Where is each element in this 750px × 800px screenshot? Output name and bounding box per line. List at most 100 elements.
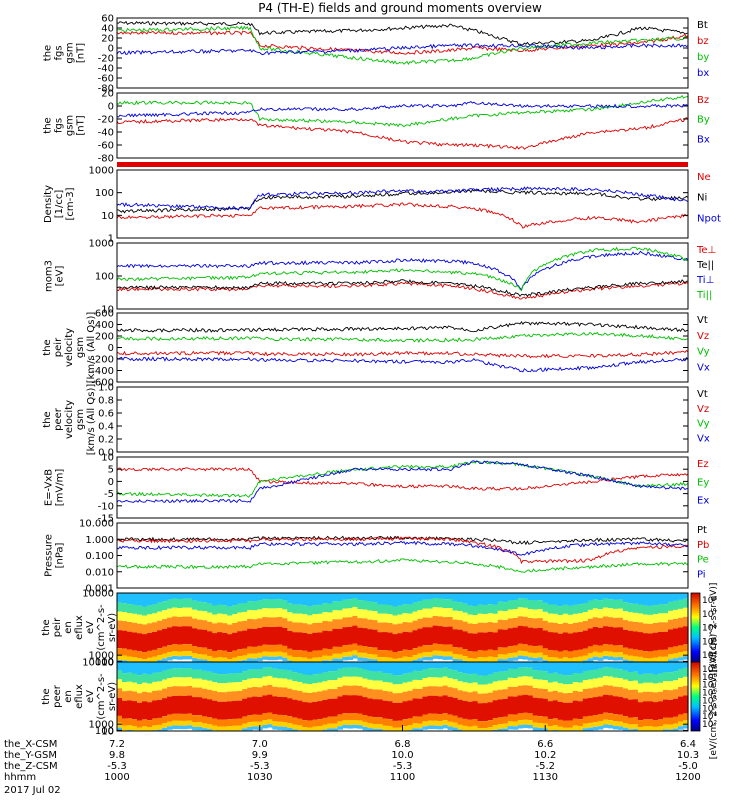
heatmap-cell [597, 696, 604, 715]
heatmap-cell [567, 651, 574, 659]
heatmap-cell [482, 684, 489, 694]
heatmap-cell [207, 631, 213, 650]
heatmap-cell [207, 621, 213, 632]
heatmap-cell [357, 695, 363, 714]
heatmap-cell [327, 723, 333, 729]
heatmap-cell [352, 593, 358, 598]
heatmap-cell [252, 678, 258, 687]
heatmap-cell [497, 593, 504, 602]
heatmap-cell [197, 687, 203, 698]
heatmap-cell [532, 662, 539, 671]
heatmap-cell [417, 680, 424, 690]
heatmap-cell [447, 662, 454, 670]
heatmap-cell [572, 604, 579, 614]
heatmap-cell [663, 649, 669, 657]
heatmap-cell [347, 685, 353, 696]
heatmap-cell [547, 622, 554, 633]
heatmap-cell [317, 604, 323, 614]
heatmap-cell [577, 593, 584, 605]
heatmap-cell [197, 662, 203, 670]
heatmap-cell [647, 719, 654, 727]
heatmap-cell [587, 698, 594, 716]
heatmap-cell [602, 719, 609, 725]
heatmap-cell [422, 678, 429, 687]
heatmap-cell [357, 657, 363, 661]
heatmap-cell [167, 721, 173, 727]
heatmap-cell [632, 603, 639, 613]
heatmap-cell [447, 651, 454, 657]
heatmap-cell [437, 725, 444, 730]
y-axis-label: eflux [74, 615, 85, 640]
heatmap-cell [542, 680, 549, 690]
heatmap-cell [332, 619, 338, 629]
heatmap-cell [397, 702, 404, 721]
heatmap-cell [452, 688, 459, 698]
heatmap-cell [617, 645, 624, 653]
heatmap-cell [582, 648, 589, 656]
legend-entry: Vt [697, 389, 708, 400]
heatmap-cell [402, 662, 409, 674]
y-axis-label: Pressure [44, 534, 55, 577]
heatmap-cell [642, 651, 649, 659]
heatmap-cell [668, 647, 674, 655]
heatmap-cell [222, 692, 228, 702]
heatmap-cell [262, 720, 268, 725]
heatmap-cell [642, 662, 649, 674]
heatmap-cell [402, 604, 409, 614]
x-tick-label: -5.3 [107, 761, 127, 772]
heatmap-cell [492, 650, 499, 658]
heatmap-cell [627, 593, 634, 604]
heatmap-cell [207, 680, 213, 690]
heatmap-cell [147, 702, 153, 721]
heatmap-cell [332, 593, 338, 602]
heatmap-cell [482, 650, 489, 658]
heatmap-cell [437, 686, 444, 697]
heatmap-cell [567, 727, 574, 731]
heatmap-cell [142, 701, 148, 720]
heatmap-cell [217, 593, 223, 605]
heatmap-cell [257, 628, 263, 646]
heatmap-cell [592, 651, 599, 657]
heatmap-cell [377, 717, 384, 725]
heatmap-cell [507, 677, 514, 687]
heatmap-cell [147, 692, 153, 703]
heatmap-cell [257, 697, 263, 715]
heatmap-cell [467, 605, 474, 615]
heatmap-cell [347, 713, 353, 721]
heatmap-cell [307, 652, 313, 659]
heatmap-cell [337, 714, 343, 722]
heatmap-cell [157, 718, 163, 725]
heatmap-cell [647, 623, 654, 634]
legend-entry: Ex [697, 496, 709, 507]
heatmap-cell [557, 633, 564, 652]
heatmap-cell [187, 695, 193, 714]
heatmap-cell [537, 670, 544, 680]
heatmap-cell [577, 726, 584, 731]
heatmap-cell [252, 610, 258, 620]
heatmap-cell [497, 654, 504, 660]
heatmap-cell [302, 674, 308, 684]
heatmap-cell [247, 593, 253, 602]
heatmap-cell [337, 721, 343, 727]
heatmap-cell [462, 673, 469, 683]
heatmap-cell [387, 593, 394, 605]
heatmap-cell [157, 681, 163, 691]
heatmap-cell [482, 593, 489, 605]
heatmap-cell [202, 723, 208, 729]
heatmap-cell [332, 689, 338, 699]
heatmap-cell [337, 726, 343, 730]
heatmap-cell [257, 687, 263, 697]
heatmap-cell [307, 606, 313, 616]
heatmap-cell [432, 616, 439, 626]
series-line-Pi [116, 540, 689, 556]
heatmap-cell [317, 622, 323, 633]
heatmap-cell [292, 632, 298, 651]
heatmap-cell [397, 720, 404, 728]
heatmap-cell [352, 598, 358, 607]
heatmap-cell [237, 673, 243, 683]
heatmap-cell [457, 593, 464, 603]
heatmap-cell [162, 670, 168, 680]
series-line-Ex [116, 460, 688, 504]
heatmap-cell [307, 593, 313, 607]
